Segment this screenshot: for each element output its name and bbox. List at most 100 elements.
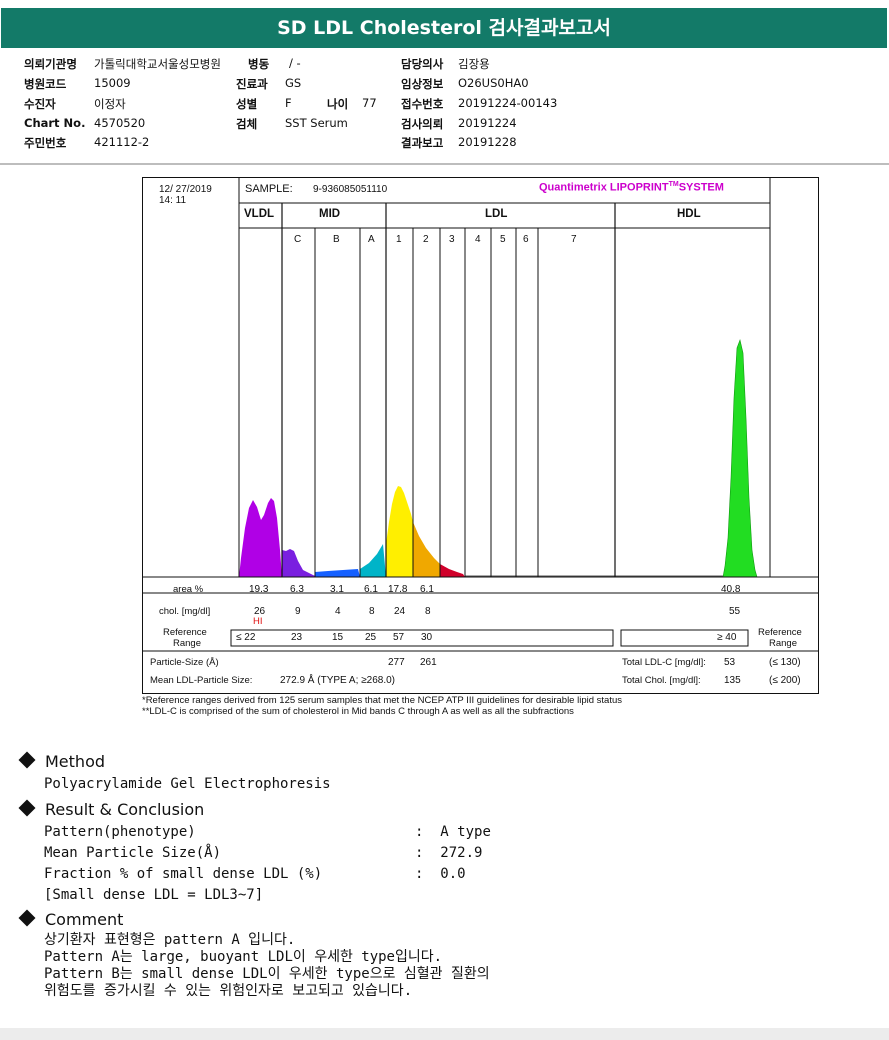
info-value-institution: 가톨릭대학교서울성모병원 [94,57,221,71]
report-time: 14: 11 [159,195,187,206]
band-7: 7 [571,234,577,245]
footnote-2: **LDL-C is comprised of the sum of chole… [142,706,574,717]
area-vldl: 19.3 [249,584,269,595]
info-value-resident-no: 421112-2 [94,135,150,149]
info-value-receipt: 20191224-00143 [458,96,558,110]
row-label-mean: Mean LDL-Particle Size: [150,675,253,686]
diamond-bullet-icon [18,751,36,769]
area-ldl2: 6.1 [420,584,434,595]
ref-hdl: ≥ 40 [717,632,737,643]
report-title: SD LDL Cholesterol 검사결과보고서 [1,8,887,48]
info-value-specimen: SST Serum [285,116,348,130]
ref-a: 25 [365,632,377,643]
mean-ldl-size: 272.9 Å (TYPE A; ≥268.0) [280,675,395,686]
ref-ldl2: 30 [421,632,433,643]
diamond-bullet-icon [18,909,36,927]
info-value-doctor: 김장용 [458,57,490,71]
info-value-chart: 4570520 [94,116,146,130]
area-hdl: 40.8 [721,584,741,595]
band-3: 3 [449,234,455,245]
info-label-resident-no: 주민번호 [24,136,67,150]
ref-right-label-1: Reference [758,627,802,638]
ref-c: 23 [291,632,303,643]
info-label-age: 나이 [327,97,349,111]
area-ldl1: 17.8 [388,584,408,595]
band-5: 5 [500,234,506,245]
total-ldl-label: Total LDL-C [mg/dl]: [622,657,706,668]
total-ldl-range: (≤ 130) [769,657,801,668]
info-value-department: GS [285,76,302,90]
info-value-ward: / - [289,56,301,70]
footnotes: *Reference ranges derived from 125 serum… [142,695,622,717]
band-4: 4 [475,234,481,245]
info-value-patient: 이정자 [94,97,126,111]
info-label-report-date: 결과보고 [401,136,444,150]
info-label-hospital-code: 병원코드 [24,77,67,91]
result-value-size: : 272.9 [415,845,483,861]
chol-ldl2: 8 [425,606,431,617]
chol-ldl1: 24 [394,606,406,617]
report-date: 12/ 27/2019 [159,184,212,195]
total-ldl-value: 53 [724,657,736,668]
hi-flag: HI [253,616,263,627]
chol-b: 4 [335,606,341,617]
band-b: B [333,234,340,245]
info-value-report-date: 20191228 [458,135,517,149]
info-label-department: 진료과 [236,77,268,91]
group-vldl: VLDL [244,208,275,220]
diamond-bullet-icon [18,799,36,817]
info-label-doctor: 담당의사 [401,57,444,71]
ref-right-label-2: Range [769,638,797,649]
area-b: 3.1 [330,584,344,595]
info-value-hospital-code: 15009 [94,76,131,90]
peak-mid-a [360,544,386,577]
result-value-fraction: : 0.0 [415,866,466,882]
comment-heading: Comment [18,909,123,929]
area-c: 6.3 [290,584,304,595]
comment-line-4: 위험도를 증가시킬 수 있는 위험인자로 보고되고 있습니다. [44,983,413,999]
group-ldl: LDL [485,208,508,220]
result-row-pattern: Pattern(phenotype) [44,824,196,840]
result-heading: Result & Conclusion [18,799,204,819]
total-chol-label: Total Chol. [mg/dl]: [622,675,701,686]
chol-a: 8 [369,606,375,617]
ref-ldl1: 57 [393,632,405,643]
ref-label-1: Reference [163,627,207,638]
info-value-age: 77 [362,96,377,110]
row-label-chol: chol. [mg/dl] [159,606,211,617]
comment-text: 상기환자 표현형은 pattern A 입니다. Pattern A는 larg… [44,932,490,1000]
particle-ldl2: 261 [420,657,437,668]
total-chol-range: (≤ 200) [769,675,801,686]
row-label-area: area % [173,584,204,595]
comment-line-3: Pattern B는 small dense LDL이 우세한 type으로 심… [44,966,490,982]
info-label-institution: 의뢰기관명 [24,57,77,71]
group-hdl: HDL [677,208,701,220]
result-row-size: Mean Particle Size(Å) [44,845,222,861]
band-c: C [294,234,302,245]
result-row-fraction: Fraction % of small dense LDL (%) [44,866,323,882]
info-value-sex: F [285,96,292,110]
info-label-ward: 병동 [248,57,270,71]
peak-vldl [239,498,282,577]
info-label-patient: 수진자 [24,97,56,111]
info-label-request: 검사의뢰 [401,117,444,131]
band-2: 2 [423,234,429,245]
comment-line-1: 상기환자 표현형은 pattern A 입니다. [44,932,296,948]
group-mid: MID [319,208,341,220]
row-label-particle: Particle-Size (Å) [150,657,219,668]
band-1: 1 [396,234,402,245]
method-text: Polyacrylamide Gel Electrophoresis [44,776,331,792]
header-divider [0,163,889,165]
ref-b: 15 [332,632,344,643]
footnote-1: *Reference ranges derived from 125 serum… [142,695,622,706]
area-a: 6.1 [364,584,378,595]
result-note: [Small dense LDL = LDL3~7] [44,887,264,903]
lipoprint-graphic [143,178,818,652]
peak-mid-b [315,569,360,577]
info-label-chart: Chart No. [24,116,86,130]
info-value-clinical: O26US0HA0 [458,76,529,90]
peak-hdl [722,338,758,578]
total-chol-value: 135 [724,675,741,686]
system-name: Quantimetrix LIPOPRINTTMSYSTEM [539,181,724,194]
info-label-receipt: 접수번호 [401,97,444,111]
